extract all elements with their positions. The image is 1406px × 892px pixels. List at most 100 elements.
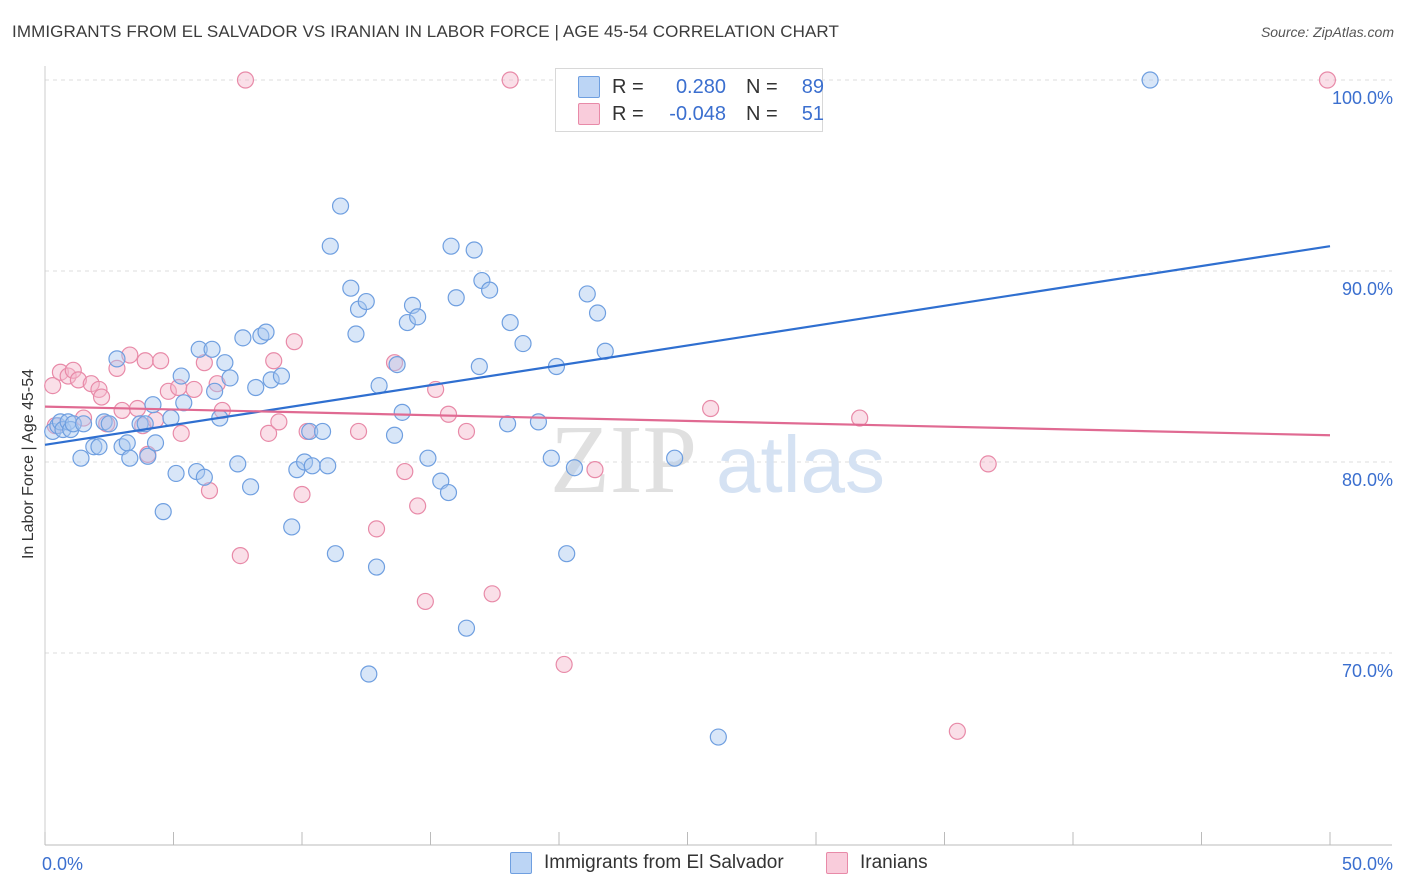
iranians-point xyxy=(69,371,88,389)
y-tick-label: 80.0% xyxy=(1342,470,1393,490)
el-salvador-point xyxy=(195,468,213,486)
el-salvador-point xyxy=(419,449,437,467)
el-salvador-point xyxy=(565,459,584,477)
el-salvador-point xyxy=(216,354,234,372)
r-label: R = xyxy=(612,75,644,98)
el-salvador-point xyxy=(146,434,165,452)
el-salvador-points xyxy=(44,71,1159,746)
el-salvador-point xyxy=(439,483,458,502)
iranians-point xyxy=(236,71,255,89)
iranians-point xyxy=(64,361,82,379)
el-salvador-point xyxy=(331,197,350,215)
iranians-point xyxy=(555,655,573,674)
el-salvador-point xyxy=(388,355,406,374)
el-salvador-point xyxy=(190,340,208,358)
el-salvador-point xyxy=(221,369,239,387)
trend-lines xyxy=(44,245,1331,446)
legend-item-iranians[interactable]: Iranians xyxy=(826,852,928,874)
legend-item-el-salvador[interactable]: Immigrants from El Salvador xyxy=(510,852,784,874)
el-salvador-point xyxy=(1141,71,1159,89)
iranians-point xyxy=(92,388,111,406)
n-label: N = xyxy=(746,102,778,125)
el-salvador-point xyxy=(100,415,118,433)
iranians-point xyxy=(586,461,604,479)
iranians-point xyxy=(152,352,170,370)
iranians-point xyxy=(285,333,303,351)
n-value: 89 xyxy=(801,75,824,98)
iranians-point xyxy=(367,520,386,538)
tick-labels: 70.0% 80.0% 90.0% 100.0% 0.0% 50.0% xyxy=(42,88,1393,874)
el-salvador-point xyxy=(206,382,224,400)
el-salvador-point xyxy=(262,371,280,389)
el-salvador-point xyxy=(709,728,727,746)
iranians-point xyxy=(483,585,501,603)
el-salvador-point xyxy=(121,449,139,467)
iranians-point xyxy=(231,546,249,565)
el-salvador-point xyxy=(229,455,247,473)
blue-swatch xyxy=(510,852,532,874)
iranians-point xyxy=(702,399,720,418)
el-salvador-point xyxy=(465,241,483,259)
el-salvador-point xyxy=(303,457,321,475)
el-salvador-point xyxy=(131,415,149,433)
el-salvador-point xyxy=(321,237,339,255)
y-tick-label: 70.0% xyxy=(1342,661,1393,681)
gridlines xyxy=(45,79,1392,654)
el-salvador-point xyxy=(666,449,684,467)
legend-row-iranians: R = -0.048 N = 51 xyxy=(578,101,824,127)
el-salvador-point xyxy=(457,619,476,637)
source-label: Source: ZipAtlas.com xyxy=(1260,24,1394,40)
r-label: R = xyxy=(612,102,644,125)
y-tick-label: 100.0% xyxy=(1332,88,1393,108)
el-salvador-point xyxy=(470,357,488,376)
iranians-points xyxy=(44,71,1337,740)
legend-label: Iranians xyxy=(860,852,928,873)
el-salvador-point xyxy=(367,558,386,576)
iranians-point xyxy=(979,455,997,473)
n-label: N = xyxy=(746,75,778,98)
el-salvador-point xyxy=(481,281,499,299)
iranians-point xyxy=(948,722,966,740)
r-value: -0.048 xyxy=(669,102,726,125)
y-axis-label: In Labor Force | Age 45-54 xyxy=(20,369,37,559)
el-salvador-point xyxy=(347,325,365,343)
el-salvador-point xyxy=(578,285,596,303)
el-salvador-point xyxy=(313,422,332,441)
legend-label: Immigrants from El Salvador xyxy=(544,852,784,873)
iranians-point xyxy=(293,485,311,504)
el-salvador-point xyxy=(283,518,301,536)
iranians-point xyxy=(51,363,70,381)
el-salvador-point xyxy=(295,453,314,471)
blue-swatch xyxy=(578,76,600,98)
el-salvador-point xyxy=(139,447,157,465)
el-salvador-point xyxy=(442,237,460,255)
x-tick-label: 50.0% xyxy=(1342,854,1393,874)
el-salvador-point xyxy=(326,545,345,563)
el-salvador-point xyxy=(85,438,103,456)
iranians-point xyxy=(1318,71,1337,89)
correlation-legend: R = 0.280 N = 89 R = -0.048 N = 51 xyxy=(555,68,824,132)
iranians-point xyxy=(439,405,458,423)
n-value: 51 xyxy=(801,102,824,125)
watermark-atlas: atlas xyxy=(716,420,885,509)
iranians-point xyxy=(136,352,154,370)
el-salvador-point xyxy=(499,415,517,433)
iranians-point xyxy=(259,424,278,442)
watermark: ZIP atlas xyxy=(550,406,885,514)
el-salvador-point xyxy=(167,464,185,483)
el-salvador-point xyxy=(342,279,360,297)
iranians-point xyxy=(159,382,177,400)
iranians-point xyxy=(349,422,368,441)
legend-row-el-salvador: R = 0.280 N = 89 xyxy=(578,74,824,100)
pink-swatch xyxy=(826,852,848,874)
el-salvador-point xyxy=(272,367,291,385)
el-salvador-point xyxy=(242,478,260,496)
iranians-point xyxy=(44,377,62,395)
el-salvador-point xyxy=(514,334,532,353)
iranians-point xyxy=(409,497,427,515)
iranians-point xyxy=(851,409,869,427)
el-salvador-point xyxy=(360,665,378,683)
el-salvador-point xyxy=(118,434,136,452)
iranians-point xyxy=(113,401,131,420)
